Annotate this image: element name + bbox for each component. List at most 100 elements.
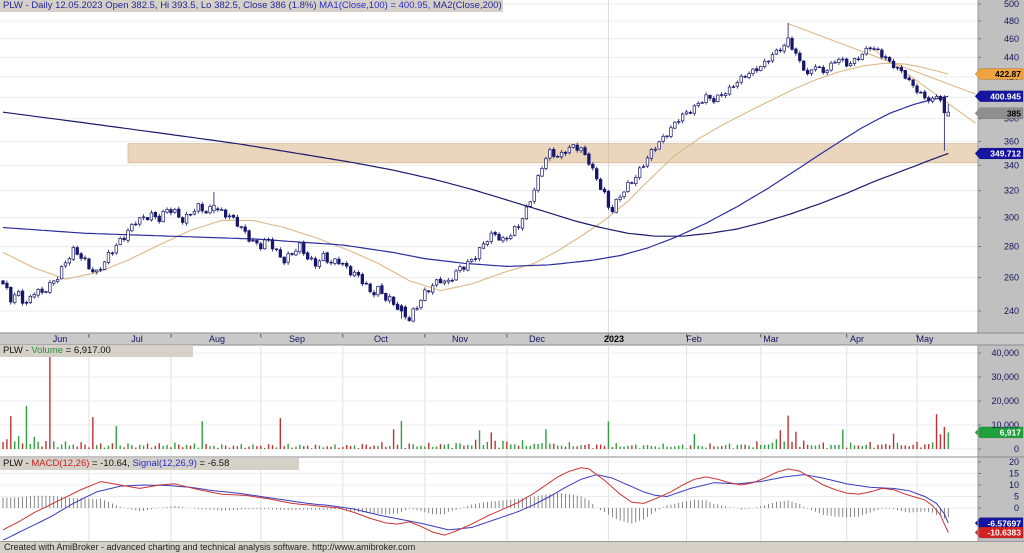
candle-body [63,262,68,267]
volume-tick-label: 0 [1014,444,1019,454]
macd-value-badge-text: -10.6383 [987,528,1021,538]
candles-layer[interactable] [1,22,950,323]
date-axis[interactable]: Jun Jul Aug Sep Oct Nov Dec 2023 Feb Mar Apr May [0,332,1024,346]
volume-tick-label: 20,000 [991,396,1019,406]
candle-body [766,60,771,63]
candle-body [188,213,193,216]
candle-body [641,166,646,168]
candle-body [669,127,673,137]
candle-body [306,252,310,260]
candle-body [309,257,314,260]
candle-body [747,73,751,78]
candle-body [446,279,450,283]
candle-body [434,279,439,286]
candle-body [638,167,642,178]
candle-body [911,79,915,86]
price-tick-label: 340 [1004,160,1019,170]
candle-body [270,239,275,250]
candle-body [71,247,75,260]
candle-body [388,296,392,302]
candle-body [848,63,853,66]
ma2-value-badge-shape [974,147,1024,160]
candle-body [395,303,400,310]
candle-body [927,97,931,102]
candle-body [493,232,497,235]
volume-header: PLW - Volume = 6,917.00 [0,345,193,357]
candle-body [317,260,322,267]
candle-body [516,226,521,228]
trendline-value-badge: 422.87 [974,68,1024,80]
candle-body [708,94,712,99]
last-price-badge-shape [974,107,1024,120]
candle-body [735,82,739,87]
candle-body [837,58,841,63]
volume-value-badge-text: 6,917 [1000,428,1022,438]
ma2-value-badge: 349.712 [974,147,1024,160]
candle-body [720,94,724,96]
candle-body [345,263,349,267]
candle-body [595,168,599,180]
candle-body [552,149,556,157]
candle-body [13,294,17,303]
lower-wedge-trendline [869,46,976,124]
candle-body [802,60,806,71]
candle-body [891,60,896,69]
candle-body [239,226,243,228]
candle-body [825,70,829,73]
volume-axis[interactable]: 40,000 30,000 20,000 10,000 0 [977,345,1019,457]
volume-value-badge-shape [974,426,1024,439]
candle-body [67,258,72,264]
macd-histogram-layer [2,493,949,524]
candle-body [454,270,458,281]
candle-body [845,58,849,67]
candle-body [524,206,529,220]
status-text: Created with AmiBroker - advanced charti… [4,542,416,552]
ma1-line [2,95,949,268]
candle-body [540,168,544,177]
candle-body [841,58,845,61]
candle-body [352,271,357,277]
candle-body [602,188,607,193]
candle-body [423,289,427,301]
volume-bars-layer[interactable] [2,353,949,449]
candle-body [161,210,165,223]
candle-body [56,279,60,282]
candle-body [731,86,736,88]
price-tick-label: 300 [1004,213,1019,223]
candle-body [763,60,767,68]
candle-body [130,224,134,232]
candle-body [509,235,513,239]
status-bar: Created with AmiBroker - advanced charti… [0,541,1024,553]
candle-body [563,151,568,154]
ma1-value-badge-shape [974,90,1024,103]
macd-value-badge: -10.6383 [974,526,1024,539]
month-label: May [916,334,934,344]
candle-body [778,49,782,52]
candle-body [165,209,169,213]
candle-body [626,182,630,192]
candle-body [364,282,368,285]
candle-body [544,158,548,169]
candle-body [263,239,267,250]
candle-body [696,103,700,106]
signal-value-badge-shape [974,517,1024,529]
candle-body [532,189,536,202]
candle-body [559,151,564,158]
candle-body [52,280,56,284]
candle-body [40,288,44,293]
candle-body [110,252,115,255]
candle-body [255,240,259,244]
candle-body [888,57,892,62]
candle-body [329,261,333,264]
candle-body [356,271,361,276]
candle-body [298,242,302,253]
candle-body [415,308,419,310]
candle-body [934,96,939,99]
candle-body [251,239,255,242]
candle-body [946,111,950,117]
month-label: Dec [529,334,546,344]
macd-lines-layer[interactable] [2,467,949,541]
